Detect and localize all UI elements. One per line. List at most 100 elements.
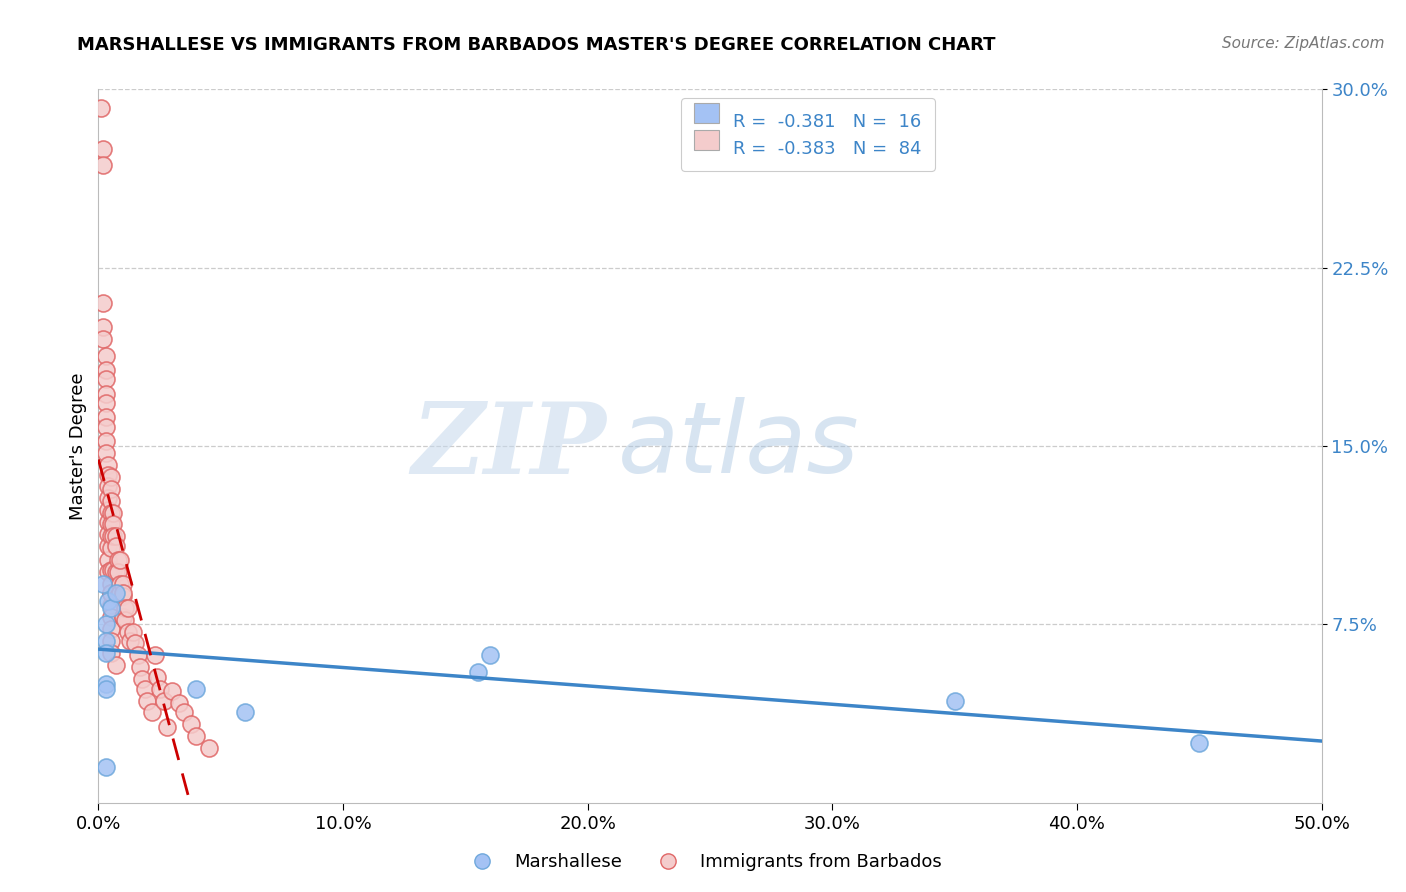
Point: [94, 396, 117, 410]
Point: [107, 589, 129, 603]
Point: [117, 624, 139, 639]
Point: [97, 467, 120, 482]
Point: [101, 563, 124, 577]
Point: [100, 529, 122, 543]
Point: [107, 553, 129, 567]
Point: [97, 458, 120, 472]
Point: [111, 610, 134, 624]
Point: [94, 446, 117, 460]
Point: [94, 634, 117, 648]
Point: [100, 634, 122, 648]
Point: [100, 600, 122, 615]
Point: [100, 586, 122, 600]
Point: [127, 648, 149, 663]
Legend: R =  -0.381   N =  16, R =  -0.383   N =  84: R = -0.381 N = 16, R = -0.383 N = 84: [681, 98, 935, 170]
Point: [94, 434, 117, 449]
Point: [124, 636, 146, 650]
Text: Source: ZipAtlas.com: Source: ZipAtlas.com: [1222, 36, 1385, 51]
Point: [97, 553, 120, 567]
Point: [94, 646, 117, 660]
Point: [94, 386, 117, 401]
Point: [143, 648, 166, 663]
Point: [101, 517, 124, 532]
Point: [478, 648, 501, 663]
Point: [94, 681, 117, 696]
Point: [91, 332, 114, 346]
Point: [100, 506, 122, 520]
Y-axis label: Master's Degree: Master's Degree: [69, 372, 87, 520]
Point: [97, 515, 120, 529]
Point: [100, 470, 122, 484]
Point: [111, 610, 134, 624]
Point: [104, 539, 127, 553]
Text: ZIP: ZIP: [411, 398, 606, 494]
Point: [100, 563, 122, 577]
Point: [121, 624, 143, 639]
Point: [146, 670, 169, 684]
Point: [100, 586, 122, 600]
Point: [104, 657, 127, 672]
Point: [100, 577, 122, 591]
Point: [160, 684, 183, 698]
Point: [91, 296, 114, 310]
Point: [114, 613, 136, 627]
Point: [100, 610, 122, 624]
Point: [173, 706, 195, 720]
Point: [141, 706, 163, 720]
Point: [100, 541, 122, 556]
Point: [120, 634, 142, 648]
Text: atlas: atlas: [619, 398, 860, 494]
Point: [110, 586, 132, 600]
Point: [153, 693, 176, 707]
Point: [100, 482, 122, 496]
Point: [94, 420, 117, 434]
Point: [90, 101, 112, 115]
Point: [97, 491, 120, 506]
Point: [110, 553, 132, 567]
Point: [94, 410, 117, 425]
Point: [104, 586, 127, 600]
Legend: Marshallese, Immigrants from Barbados: Marshallese, Immigrants from Barbados: [457, 847, 949, 879]
Point: [94, 617, 117, 632]
Point: [91, 577, 114, 591]
Point: [94, 372, 117, 386]
Point: [94, 363, 117, 377]
Point: [943, 693, 966, 707]
Point: [136, 693, 159, 707]
Point: [156, 720, 179, 734]
Point: [100, 622, 122, 636]
Point: [197, 741, 219, 756]
Point: [97, 593, 120, 607]
Point: [104, 529, 127, 543]
Point: [1188, 736, 1211, 750]
Point: [131, 672, 153, 686]
Point: [91, 142, 114, 156]
Point: [186, 681, 208, 696]
Point: [110, 577, 132, 591]
Point: [107, 565, 129, 579]
Point: [100, 493, 122, 508]
Point: [100, 646, 122, 660]
Point: [97, 479, 120, 493]
Point: [104, 565, 127, 579]
Point: [467, 665, 489, 679]
Point: [167, 696, 190, 710]
Point: [97, 539, 120, 553]
Point: [114, 600, 136, 615]
Point: [134, 681, 156, 696]
Text: MARSHALLESE VS IMMIGRANTS FROM BARBADOS MASTER'S DEGREE CORRELATION CHART: MARSHALLESE VS IMMIGRANTS FROM BARBADOS …: [77, 36, 995, 54]
Point: [111, 589, 134, 603]
Point: [94, 760, 117, 774]
Point: [97, 527, 120, 541]
Point: [97, 565, 120, 579]
Point: [101, 529, 124, 543]
Point: [100, 599, 122, 613]
Point: [91, 158, 114, 172]
Point: [111, 577, 134, 591]
Point: [129, 660, 152, 674]
Point: [97, 503, 120, 517]
Point: [100, 517, 122, 532]
Point: [94, 677, 117, 691]
Point: [101, 506, 124, 520]
Point: [91, 320, 114, 334]
